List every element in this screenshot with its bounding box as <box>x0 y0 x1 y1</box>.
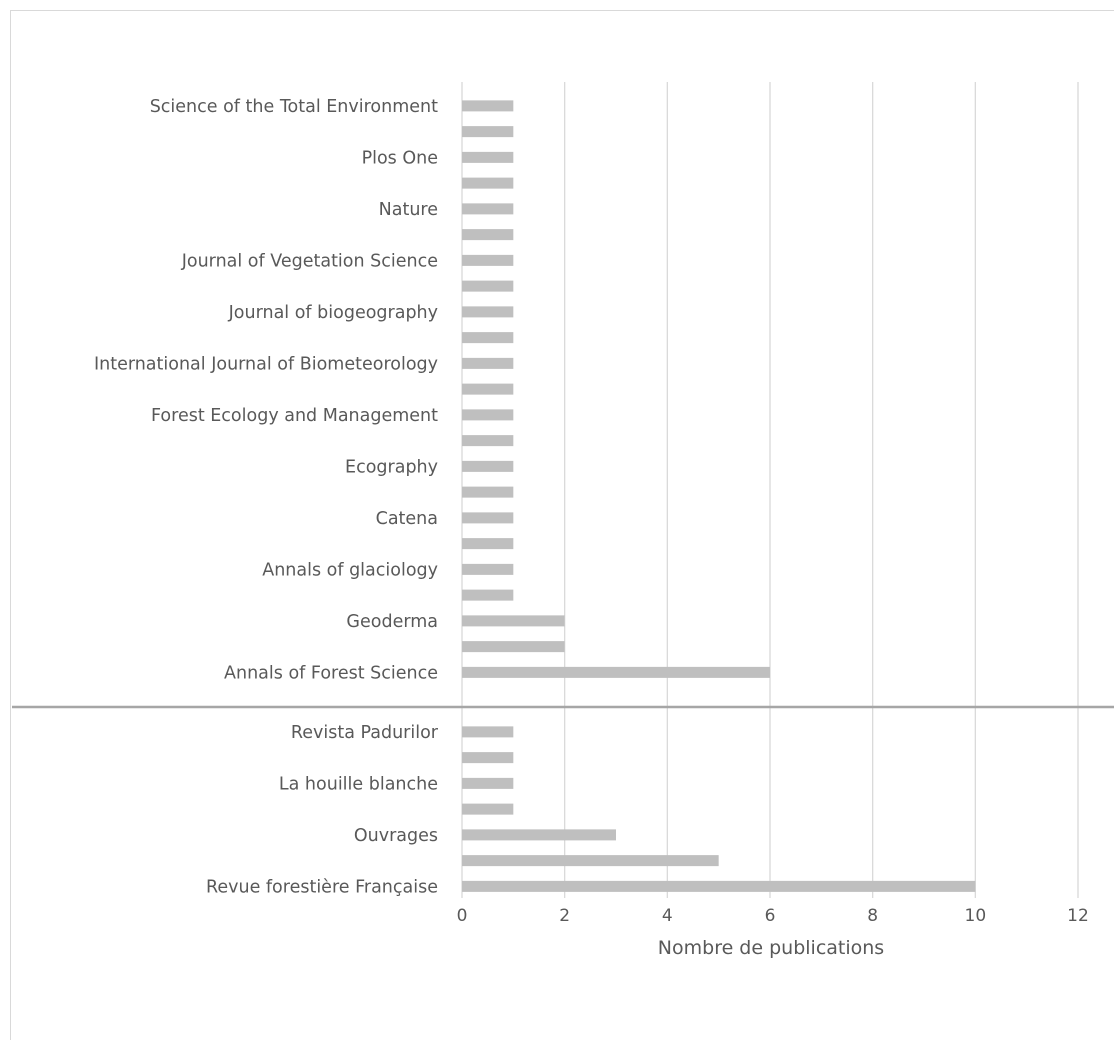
category-label: Science of the Total Environment <box>150 97 438 117</box>
bar <box>462 383 514 395</box>
bar <box>462 203 514 215</box>
bar <box>462 306 514 318</box>
gridlines <box>461 82 1079 898</box>
category-label: Forest Ecology and Management <box>151 406 438 426</box>
bar <box>462 752 514 764</box>
x-tick-label: 2 <box>559 906 570 926</box>
bar <box>462 615 565 627</box>
category-label: Nature <box>379 200 438 220</box>
x-tick-label: 0 <box>457 906 468 926</box>
bar <box>462 803 514 815</box>
bar <box>462 100 514 112</box>
category-label: International Journal of Biometeorology <box>94 354 438 374</box>
bar <box>462 589 514 601</box>
bar <box>462 435 514 447</box>
category-label: Revista Padurilor <box>291 723 439 743</box>
bar <box>462 855 719 867</box>
x-tick-label: 12 <box>1067 906 1089 926</box>
bar <box>462 460 514 472</box>
bars <box>462 100 976 892</box>
bar <box>462 177 514 189</box>
bar <box>462 280 514 292</box>
category-label: Catena <box>376 509 438 529</box>
bar <box>462 726 514 738</box>
bar <box>462 229 514 241</box>
x-axis-title: Nombre de publications <box>658 937 884 959</box>
bar <box>462 151 514 163</box>
x-tick-label: 10 <box>965 906 987 926</box>
category-label: Journal of biogeography <box>228 303 438 323</box>
bar <box>462 829 616 841</box>
category-label: Journal of Vegetation Science <box>181 251 438 271</box>
bar <box>462 512 514 524</box>
x-tick-label: 6 <box>765 906 776 926</box>
x-tick-label: 4 <box>662 906 673 926</box>
bar <box>462 563 514 575</box>
bar <box>462 486 514 498</box>
bar <box>462 409 514 421</box>
category-label: Revue forestière Française <box>206 877 438 897</box>
x-tick-labels: 0 2 4 6 8 10 12 <box>457 906 1089 926</box>
chart-frame <box>10 10 1114 1040</box>
category-labels: Science of the Total Environment Plos One… <box>94 97 439 898</box>
category-label: Geoderma <box>346 612 438 632</box>
bar <box>462 777 514 789</box>
category-label: Ouvrages <box>354 826 438 846</box>
bar <box>462 126 514 138</box>
bar <box>462 332 514 344</box>
category-label: Annals of Forest Science <box>224 663 438 683</box>
category-label: Ecography <box>345 457 438 477</box>
bar <box>462 880 976 892</box>
bar <box>462 357 514 369</box>
category-label: Plos One <box>362 148 438 168</box>
category-label: Annals of glaciology <box>262 560 438 580</box>
bar <box>462 641 565 653</box>
bar <box>462 538 514 550</box>
x-tick-label: 8 <box>867 906 878 926</box>
bar <box>462 666 770 678</box>
bar <box>462 254 514 266</box>
category-label: La houille blanche <box>279 774 438 794</box>
